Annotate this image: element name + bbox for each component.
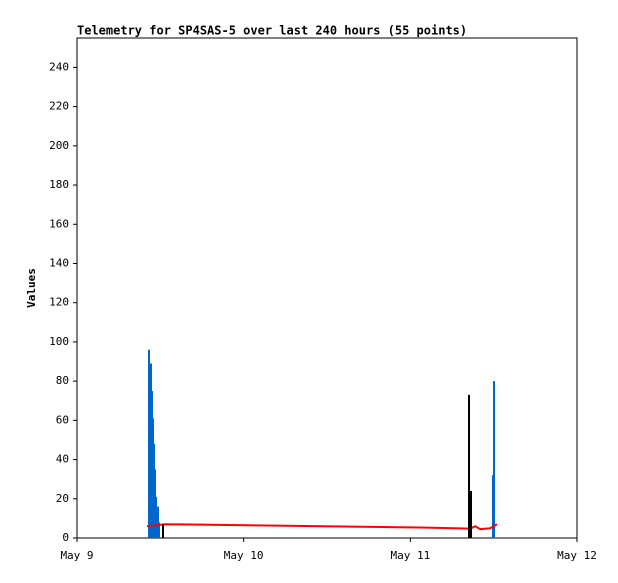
- y-tick-label: 120: [49, 296, 69, 309]
- y-tick-label: 200: [49, 139, 69, 152]
- y-tick-label: 100: [49, 335, 69, 348]
- y-tick-label: 180: [49, 178, 69, 191]
- y-tick-label: 240: [49, 60, 69, 73]
- y-tick-label: 140: [49, 256, 69, 269]
- x-tick-label: May 10: [224, 549, 264, 562]
- y-tick-label: 160: [49, 217, 69, 230]
- y-tick-label: 220: [49, 100, 69, 113]
- x-tick-label: May 9: [60, 549, 93, 562]
- y-tick-label: 60: [56, 413, 69, 426]
- y-tick-label: 20: [56, 492, 69, 505]
- y-tick-label: 40: [56, 453, 69, 466]
- chart-title: Telemetry for SP4SAS-5 over last 240 hou…: [77, 24, 467, 38]
- line: [146, 523, 498, 531]
- y-axis-label: Values: [25, 268, 38, 308]
- plot-frame: [76, 37, 578, 539]
- y-tick-label: 0: [62, 531, 69, 544]
- x-tick-label: May 12: [557, 549, 597, 562]
- x-tick-label: May 11: [390, 549, 430, 562]
- y-tick-label: 80: [56, 374, 69, 387]
